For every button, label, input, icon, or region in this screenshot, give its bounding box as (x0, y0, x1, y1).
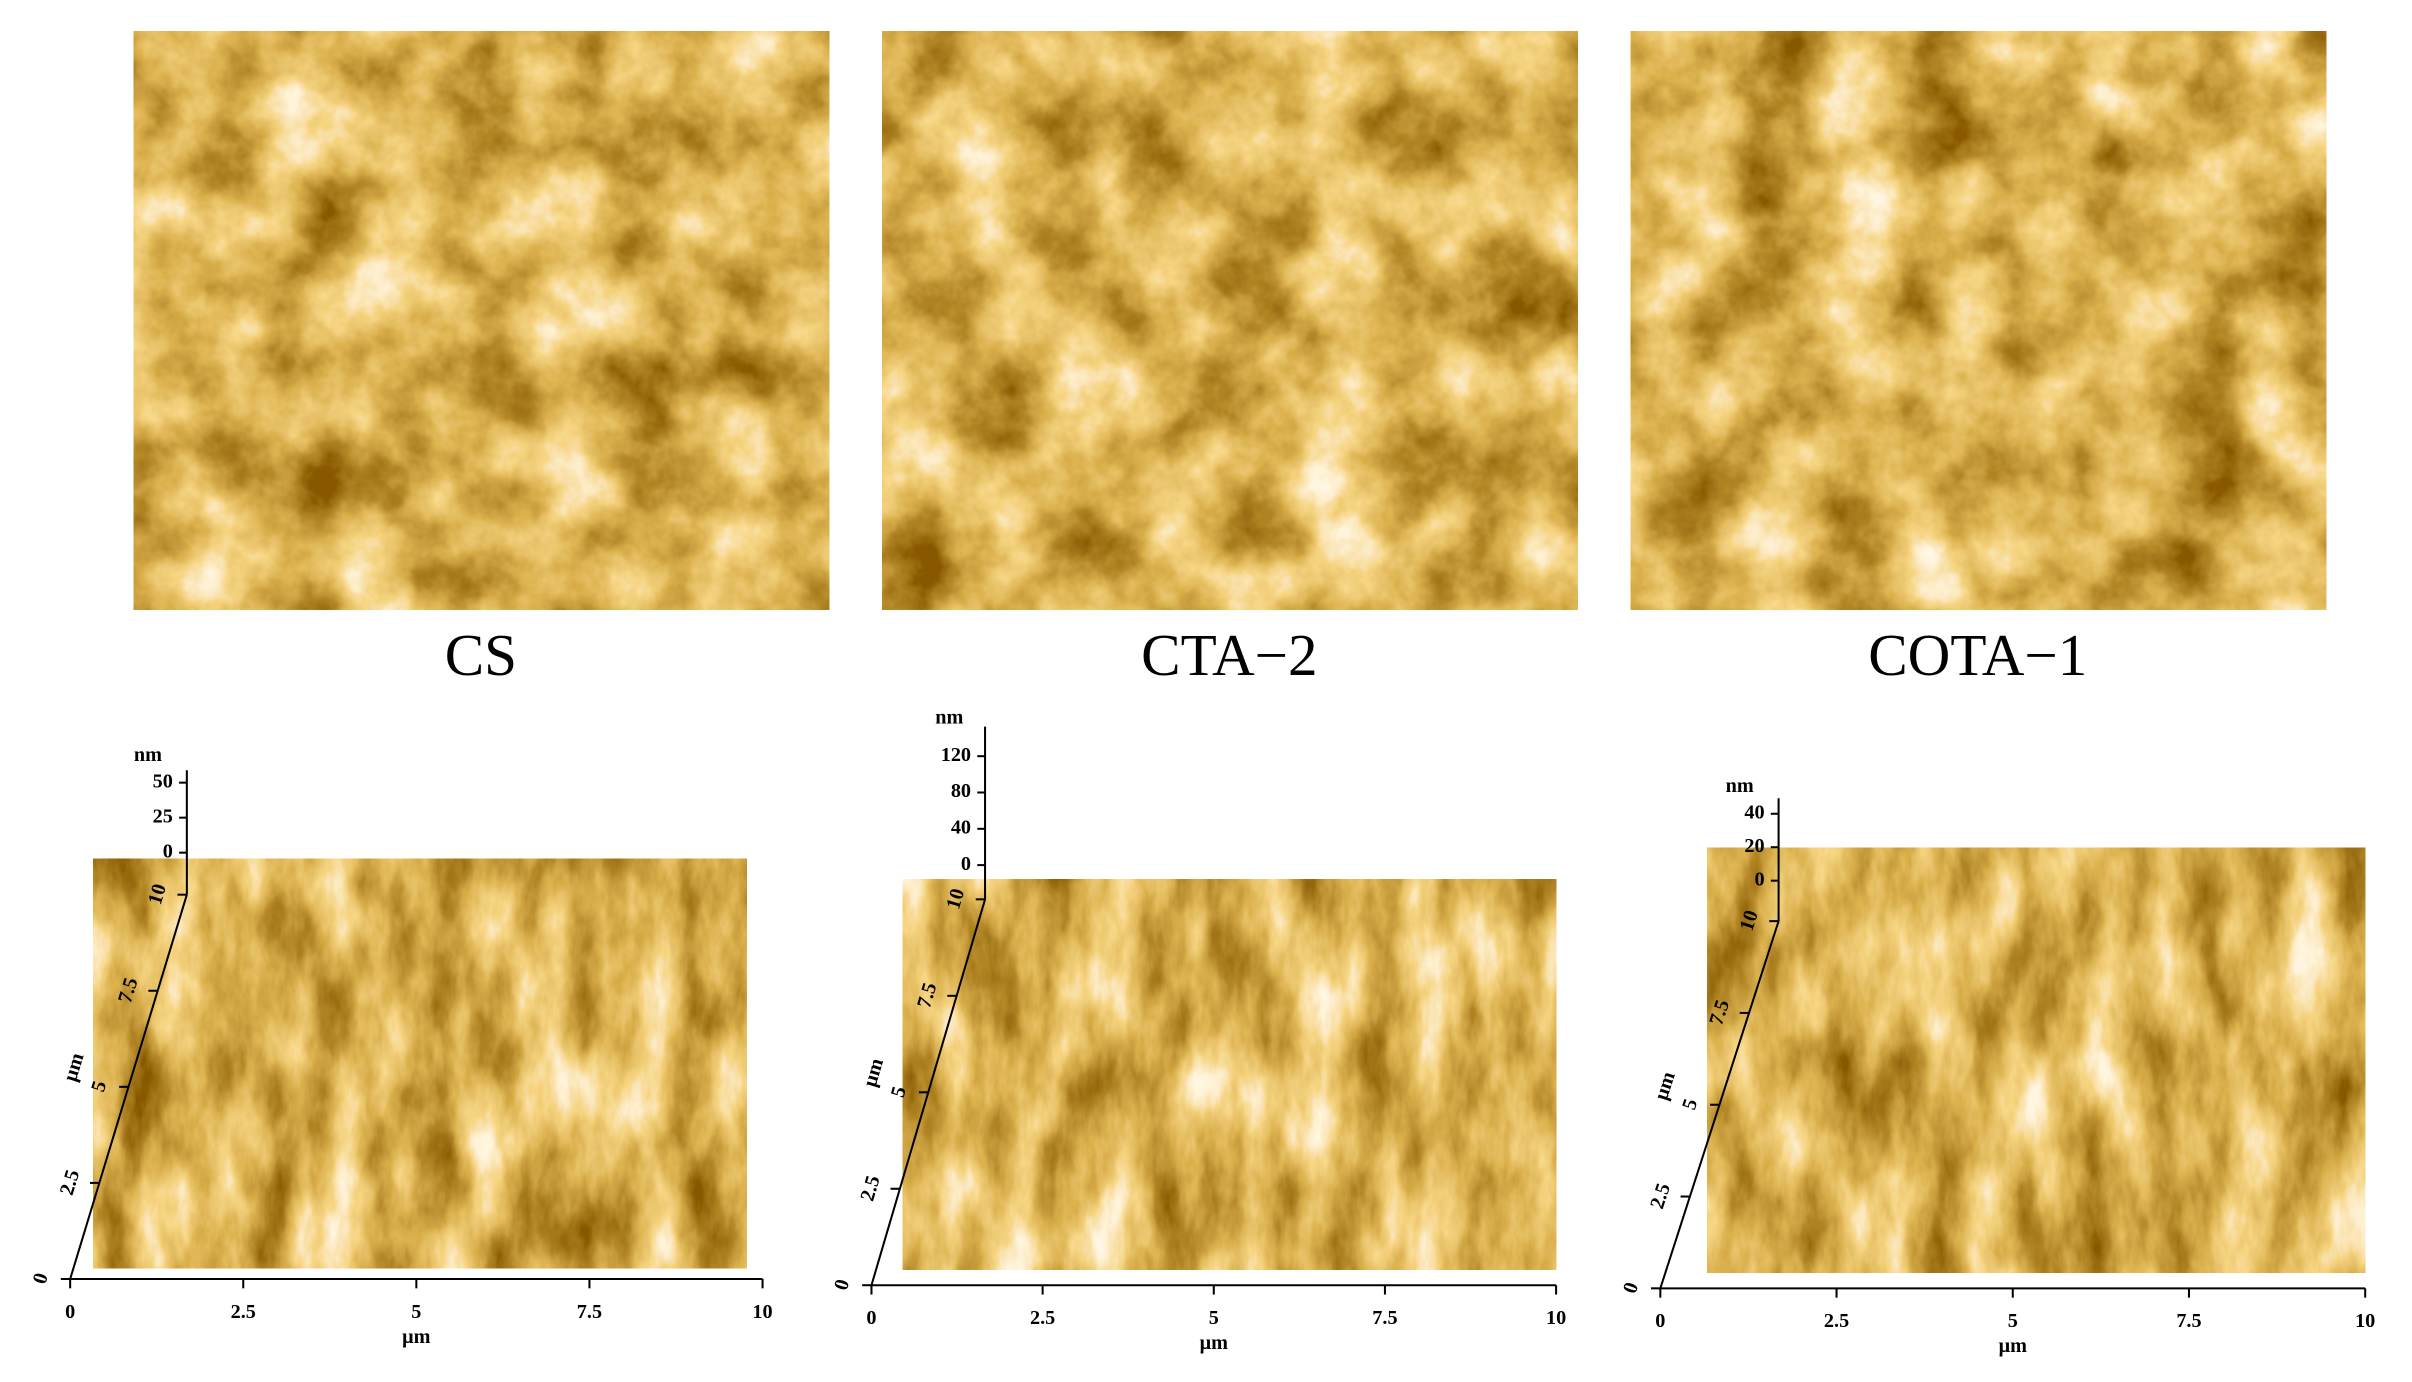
x-tick-label: 2.5 (1824, 1310, 1849, 1332)
y-tick-label: 7.5 (913, 980, 941, 1010)
z-tick-label: 0 (163, 840, 173, 862)
y-unit: μm (59, 1050, 88, 1084)
z-tick-label: 40 (1744, 801, 1764, 823)
sample-label: CTA−2 (1141, 622, 1317, 688)
z-unit: nm (935, 706, 963, 728)
z-unit: nm (134, 744, 162, 766)
x-tick-label: 10 (2355, 1310, 2375, 1332)
y-tick-label: 0 (1619, 1280, 1643, 1296)
z-tick-label: 20 (1744, 835, 1764, 857)
z-tick-label: 120 (941, 744, 971, 766)
x-tick-label: 5 (411, 1301, 421, 1323)
y-unit: μm (1650, 1069, 1680, 1103)
z-tick-label: 0 (1754, 868, 1764, 890)
afm-image (882, 31, 1578, 610)
y-tick-label: 0 (29, 1271, 53, 1287)
z-tick-label: 25 (153, 805, 173, 827)
x-unit: μm (402, 1326, 430, 1348)
sample-label: CS (445, 622, 517, 688)
y-tick-label: 0 (830, 1277, 854, 1293)
x-tick-label: 10 (752, 1301, 772, 1323)
y-tick-label: 10 (1736, 908, 1763, 934)
x-tick-label: 5 (1209, 1307, 1219, 1329)
y-tick-label: 5 (1678, 1096, 1702, 1112)
x-tick-label: 0 (1655, 1310, 1665, 1332)
afm-image (1630, 31, 2327, 610)
x-tick-label: 5 (2008, 1310, 2018, 1332)
x-tick-label: 2.5 (1030, 1307, 1055, 1329)
x-tick-label: 0 (65, 1301, 75, 1323)
y-tick-label: 2.5 (56, 1167, 84, 1198)
x-tick-label: 7.5 (577, 1301, 602, 1323)
z-tick-label: 50 (153, 770, 173, 792)
x-tick-label: 2.5 (231, 1301, 256, 1323)
y-tick-label: 5 (87, 1078, 111, 1094)
z-tick-label: 0 (961, 853, 971, 875)
afm-image (133, 31, 830, 610)
z-unit: nm (1726, 775, 1754, 797)
z-tick-label: 40 (951, 816, 971, 838)
y-tick-label: 5 (887, 1084, 911, 1100)
afm-surface (902, 879, 1557, 1270)
y-tick-label: 10 (144, 881, 171, 907)
afm-surface (1707, 847, 2366, 1273)
y-tick-label: 7.5 (114, 975, 142, 1006)
y-tick-label: 2.5 (856, 1173, 884, 1203)
y-unit: μm (859, 1056, 888, 1090)
sample-label: COTA−1 (1868, 622, 2087, 688)
x-tick-label: 7.5 (1372, 1307, 1397, 1329)
x-unit: μm (1999, 1335, 2027, 1357)
y-tick-label: 7.5 (1705, 997, 1734, 1028)
x-unit: μm (1200, 1332, 1228, 1354)
y-tick-label: 2.5 (1646, 1181, 1675, 1212)
z-tick-label: 80 (951, 780, 971, 802)
afm-surface (93, 858, 747, 1269)
x-tick-label: 10 (1546, 1307, 1566, 1329)
x-tick-label: 7.5 (2176, 1310, 2201, 1332)
y-tick-label: 10 (942, 886, 969, 912)
x-tick-label: 0 (866, 1307, 876, 1329)
